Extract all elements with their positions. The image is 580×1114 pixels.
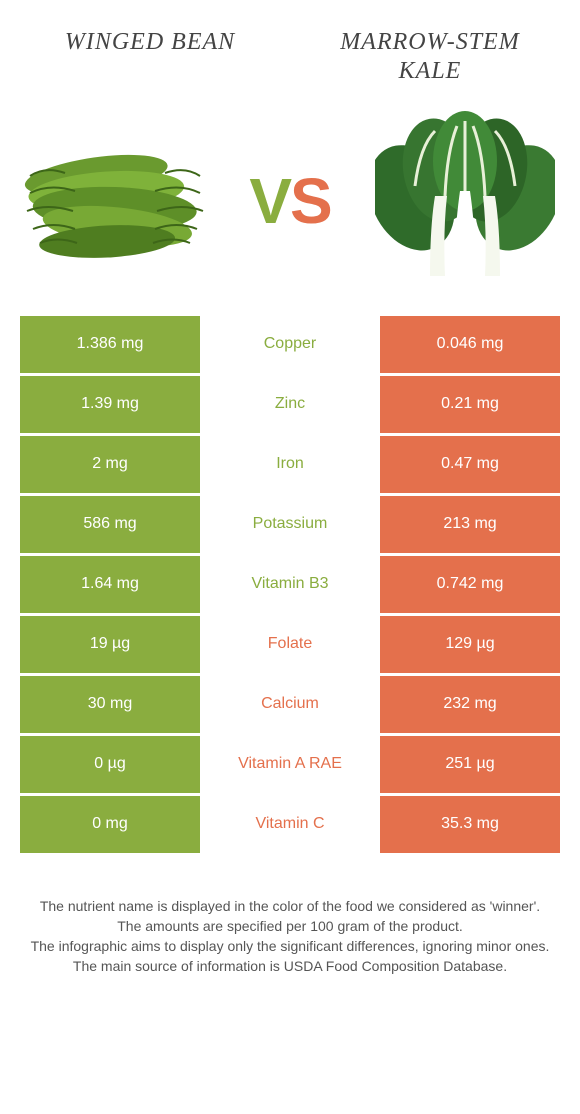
left-value: 0 µg <box>20 736 200 793</box>
right-value: 232 mg <box>380 676 560 733</box>
right-value: 0.21 mg <box>380 376 560 433</box>
hero-row: VS <box>0 96 580 316</box>
footer-line: The amounts are specified per 100 gram o… <box>10 916 570 936</box>
kale-image <box>370 116 560 286</box>
right-value: 251 µg <box>380 736 560 793</box>
nutrient-name: Vitamin C <box>200 796 380 853</box>
nutrient-name: Vitamin A RAE <box>200 736 380 793</box>
left-food-title: Winged Bean <box>40 28 260 86</box>
right-value: 35.3 mg <box>380 796 560 853</box>
right-value: 129 µg <box>380 616 560 673</box>
footer-notes: The nutrient name is displayed in the co… <box>0 856 580 977</box>
nutrient-name: Copper <box>200 316 380 373</box>
table-row: 30 mgCalcium232 mg <box>20 676 560 733</box>
left-value: 0 mg <box>20 796 200 853</box>
left-value: 30 mg <box>20 676 200 733</box>
nutrient-name: Zinc <box>200 376 380 433</box>
table-row: 1.64 mgVitamin B30.742 mg <box>20 556 560 613</box>
table-row: 0 µgVitamin A RAE251 µg <box>20 736 560 793</box>
vs-s: S <box>290 165 331 237</box>
left-value: 1.386 mg <box>20 316 200 373</box>
nutrient-name: Calcium <box>200 676 380 733</box>
right-food-title: Marrow-stem Kale <box>320 28 540 86</box>
table-row: 2 mgIron0.47 mg <box>20 436 560 493</box>
table-row: 1.39 mgZinc0.21 mg <box>20 376 560 433</box>
left-value: 586 mg <box>20 496 200 553</box>
left-value: 19 µg <box>20 616 200 673</box>
nutrient-name: Potassium <box>200 496 380 553</box>
right-value: 0.742 mg <box>380 556 560 613</box>
nutrient-name: Folate <box>200 616 380 673</box>
table-row: 586 mgPotassium213 mg <box>20 496 560 553</box>
table-row: 0 mgVitamin C35.3 mg <box>20 796 560 853</box>
left-value: 1.64 mg <box>20 556 200 613</box>
header: Winged Bean Marrow-stem Kale <box>0 0 580 96</box>
table-row: 1.386 mgCopper0.046 mg <box>20 316 560 373</box>
nutrient-name: Iron <box>200 436 380 493</box>
right-value: 213 mg <box>380 496 560 553</box>
right-value: 0.046 mg <box>380 316 560 373</box>
right-value: 0.47 mg <box>380 436 560 493</box>
left-value: 1.39 mg <box>20 376 200 433</box>
footer-line: The infographic aims to display only the… <box>10 936 570 956</box>
footer-line: The nutrient name is displayed in the co… <box>10 896 570 916</box>
vs-label: VS <box>249 164 330 238</box>
footer-line: The main source of information is USDA F… <box>10 956 570 976</box>
nutrient-name: Vitamin B3 <box>200 556 380 613</box>
table-row: 19 µgFolate129 µg <box>20 616 560 673</box>
winged-bean-image <box>20 116 210 286</box>
comparison-table: 1.386 mgCopper0.046 mg1.39 mgZinc0.21 mg… <box>0 316 580 853</box>
left-value: 2 mg <box>20 436 200 493</box>
vs-v: V <box>249 165 290 237</box>
